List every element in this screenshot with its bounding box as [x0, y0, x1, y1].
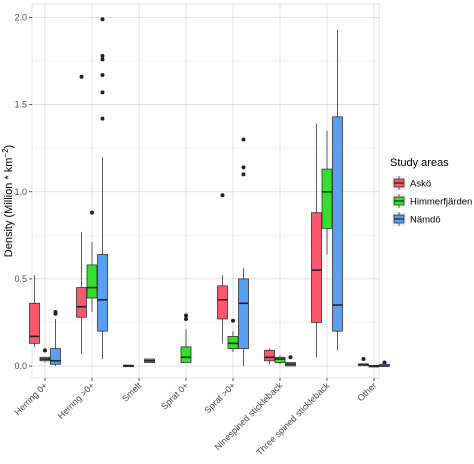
outlier-point	[100, 73, 105, 78]
outlier-point	[241, 137, 246, 142]
box-iqr	[311, 212, 322, 323]
outlier-point	[100, 17, 105, 22]
outlier-point	[53, 309, 58, 314]
y-tick-label: 1.5	[14, 100, 27, 110]
y-tick-label: 0.0	[14, 361, 27, 371]
box-Himmerfjärden-Herring >0+	[86, 210, 98, 312]
x-tick-label: Herring >0+	[56, 380, 97, 421]
x-tick-label: Sprat >0+	[202, 380, 237, 415]
x-tick-label: Other	[355, 380, 378, 403]
box-plots	[29, 17, 390, 368]
box-Himmerfjärden-Ninespined stickleback	[274, 355, 286, 365]
outlier-point	[361, 357, 366, 362]
y-tick-label: 0.5	[14, 274, 27, 284]
legend: Study areas Askö Himmerfjärden Nämdö	[390, 157, 472, 226]
legend-label: Askö	[410, 179, 431, 190]
legend-entry: Nämdö	[392, 212, 441, 226]
box-Askö-Herring 0+	[29, 275, 40, 347]
outlier-point	[241, 172, 246, 177]
box-iqr	[217, 285, 228, 320]
y-tick-label: 1.0	[14, 187, 27, 197]
outlier-point	[184, 316, 188, 321]
box-iqr	[264, 349, 275, 362]
outlier-point	[231, 318, 235, 323]
box-Nämdö-Smelt	[144, 358, 155, 363]
box-iqr	[50, 348, 61, 365]
outlier-point	[43, 348, 47, 353]
legend-entries: Askö Himmerfjärden Nämdö	[392, 176, 472, 226]
y-axis-ticks: 0.0 0.5 1.0 1.5 2.0	[14, 13, 32, 371]
box-Askö-Smelt	[123, 364, 134, 368]
y-axis-title-close: )	[3, 145, 15, 149]
y-axis-title-superscript: −2	[1, 148, 10, 158]
box-Nämdö-Herring >0+	[97, 17, 108, 360]
box-Nämdö-Sprat >0+	[238, 137, 249, 366]
legend-title: Study areas	[390, 157, 449, 169]
box-iqr	[97, 254, 108, 332]
outlier-point	[100, 53, 105, 58]
y-axis-title: Density (Million * km−2)	[1, 145, 15, 257]
box-iqr	[321, 168, 333, 229]
box-iqr	[86, 264, 98, 299]
box-iqr	[29, 302, 40, 344]
box-Askö-Herring >0+	[76, 74, 87, 354]
x-tick-label: Sprat 0+	[159, 380, 190, 411]
x-tick-label: Herring 0+	[12, 380, 49, 417]
outlier-point	[220, 193, 225, 198]
box-iqr	[76, 287, 87, 318]
outlier-point	[79, 74, 84, 79]
box-Himmerfjärden-Three spined stickleback	[321, 130, 333, 255]
outlier-point	[90, 210, 94, 215]
box-iqr	[332, 116, 343, 332]
outlier-point	[100, 90, 105, 95]
box-Nämdö-Three spined stickleback	[332, 29, 343, 351]
outlier-point	[382, 360, 387, 365]
box-iqr	[274, 356, 286, 363]
legend-entry: Himmerfjärden	[392, 194, 472, 208]
outlier-point	[288, 355, 293, 360]
box-Askö-Other	[358, 357, 369, 367]
outlier-point	[241, 165, 246, 170]
box-Askö-Three spined stickleback	[311, 123, 322, 358]
x-tick-label: Smelt	[120, 380, 144, 404]
box-Himmerfjärden-Sprat >0+	[227, 318, 239, 353]
outlier-point	[100, 116, 105, 121]
x-axis-ticks: Herring 0+ Herring >0+ Smelt Sprat 0+ Sprat …	[12, 378, 378, 457]
legend-label: Nämdö	[410, 215, 441, 226]
box-Askö-Sprat >0+	[217, 193, 228, 344]
box-Himmerfjärden-Herring 0+	[39, 348, 51, 363]
box-Nämdö-Other	[379, 360, 390, 367]
outlier-point	[184, 313, 188, 318]
y-tick-label: 2.0	[14, 13, 27, 23]
legend-entry: Askö	[392, 176, 431, 190]
y-axis-title-main: Density (Million * km	[3, 158, 15, 258]
box-Askö-Ninespined stickleback	[264, 348, 275, 365]
box-iqr	[238, 278, 249, 349]
box-Himmerfjärden-Sprat 0+	[180, 313, 192, 363]
box-iqr	[180, 346, 192, 363]
box-Himmerfjärden-Other	[368, 365, 380, 368]
box-Nämdö-Ninespined stickleback	[285, 355, 296, 367]
legend-label: Himmerfjärden	[410, 197, 472, 208]
box-iqr	[227, 335, 239, 349]
box-Nämdö-Herring 0+	[50, 309, 61, 366]
outlier-point	[100, 57, 105, 62]
